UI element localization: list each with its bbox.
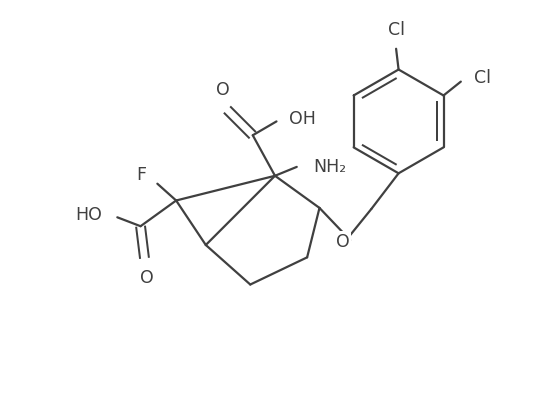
Text: F: F [136, 166, 146, 184]
Text: O: O [140, 269, 154, 287]
Text: OH: OH [289, 110, 316, 128]
Text: O: O [216, 81, 230, 99]
Text: O: O [336, 233, 350, 251]
Text: Cl: Cl [474, 69, 491, 87]
Text: HO: HO [75, 207, 102, 224]
Text: NH₂: NH₂ [313, 158, 346, 176]
Text: Cl: Cl [388, 21, 405, 39]
